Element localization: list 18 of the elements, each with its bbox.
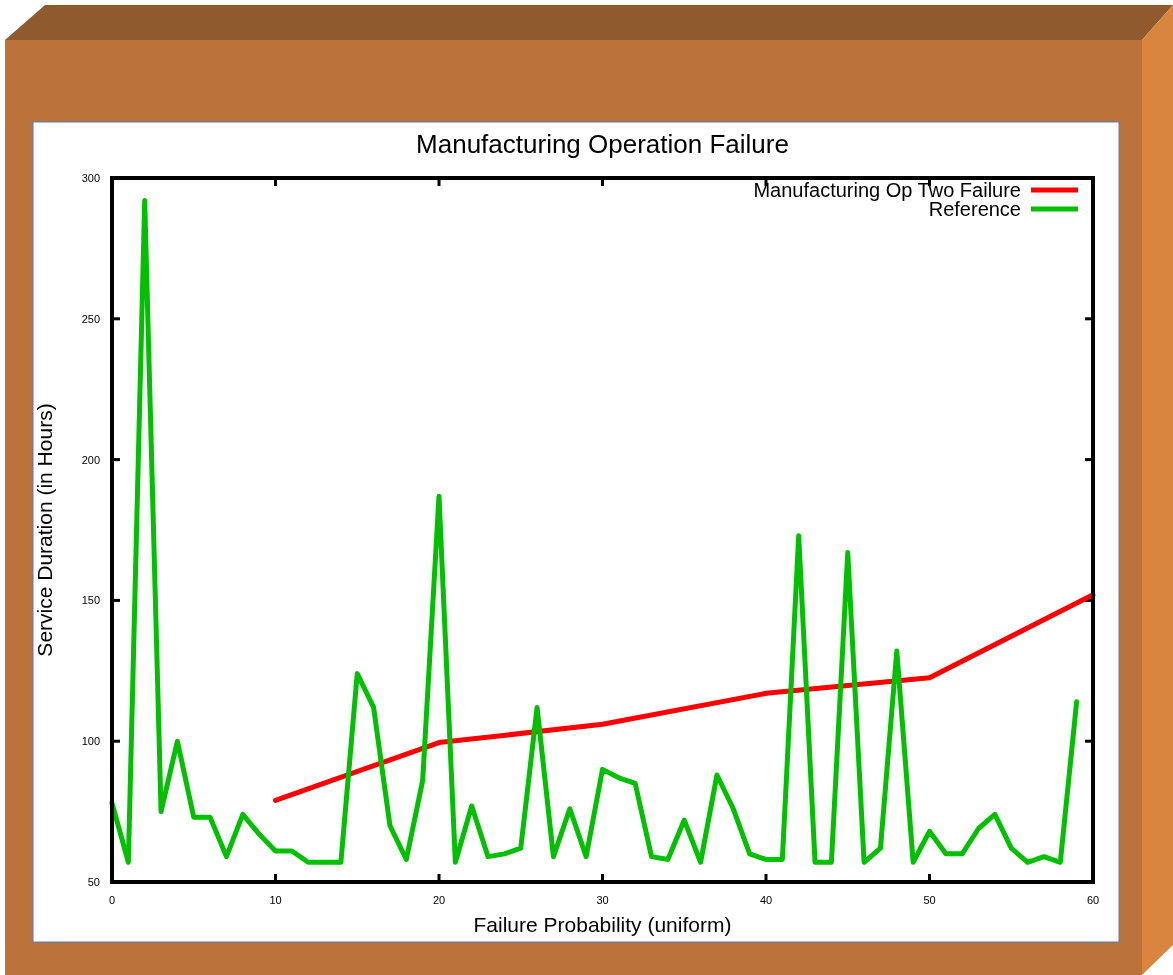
y-axis-title: Service Duration (in Hours) xyxy=(33,403,56,657)
y-tick-label: 200 xyxy=(81,453,100,466)
y-tick-label: 250 xyxy=(81,312,100,325)
x-tick-label: 60 xyxy=(1086,894,1100,906)
y-tick-label: 100 xyxy=(81,735,100,748)
y-tick-label: 150 xyxy=(81,594,100,607)
legend-label: Reference xyxy=(928,198,1021,220)
y-tick-label: 50 xyxy=(87,876,100,888)
y-tick-label: 300 xyxy=(81,172,100,184)
chart-title: Manufacturing Operation Failure xyxy=(416,129,789,159)
x-tick-label: 30 xyxy=(596,894,609,906)
x-tick-label: 20 xyxy=(432,894,446,906)
x-tick-label: 0 xyxy=(108,894,116,906)
x-axis-title: Failure Probability (uniform) xyxy=(473,913,732,936)
x-tick-label: 50 xyxy=(923,894,936,906)
legend-label: Manufacturing Op Two Failure xyxy=(753,179,1021,201)
x-tick-label: 40 xyxy=(759,894,773,906)
x-tick-label: 10 xyxy=(269,894,282,906)
